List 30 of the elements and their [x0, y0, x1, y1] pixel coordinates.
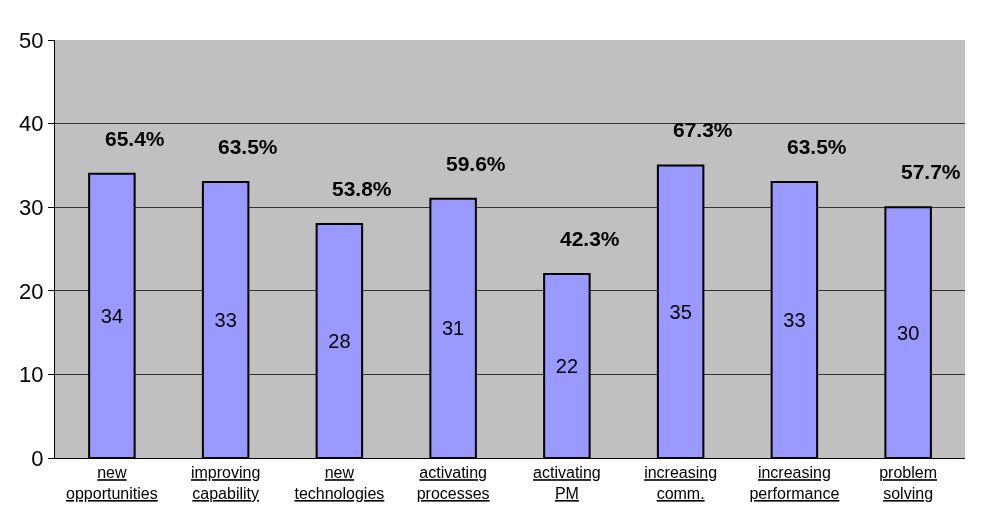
y-tick-label: 50	[19, 27, 44, 53]
x-tick-label: improving capability	[190, 464, 261, 502]
data-label: 34	[100, 304, 124, 327]
annotation: 65.4%	[105, 127, 165, 150]
x-tick-label: increasing performance	[749, 464, 840, 502]
data-label: 22	[555, 355, 579, 378]
x-tick-label: new opportunities	[66, 464, 158, 502]
data-label: 33	[783, 309, 806, 332]
data-label: 30	[897, 321, 920, 344]
data-label: 33	[214, 309, 237, 332]
annotation: 63.5%	[787, 135, 847, 158]
data-label: 35	[669, 300, 692, 323]
y-tick-label: 20	[19, 278, 44, 304]
x-tick-label: increasing comm.	[644, 464, 718, 502]
annotation: 42.3%	[560, 227, 620, 250]
data-label: 28	[328, 329, 351, 352]
annotation: 57.7%	[901, 160, 961, 183]
annotation: 53.8%	[332, 177, 392, 200]
annotation: 67.3%	[673, 118, 733, 141]
annotation: 59.6%	[446, 152, 506, 175]
x-tick-label: activating processes	[416, 464, 490, 502]
y-tick-label: 10	[19, 362, 44, 388]
y-tick-label: 30	[19, 194, 44, 220]
y-tick-label: 0	[31, 445, 44, 471]
x-tick-label: problem solving	[879, 464, 938, 502]
x-tick-label: new technologies	[294, 464, 385, 502]
y-tick-label: 40	[19, 111, 44, 137]
x-tick-label: activating PM	[533, 464, 601, 502]
data-label: 31	[442, 317, 465, 340]
annotation: 63.5%	[218, 135, 278, 158]
